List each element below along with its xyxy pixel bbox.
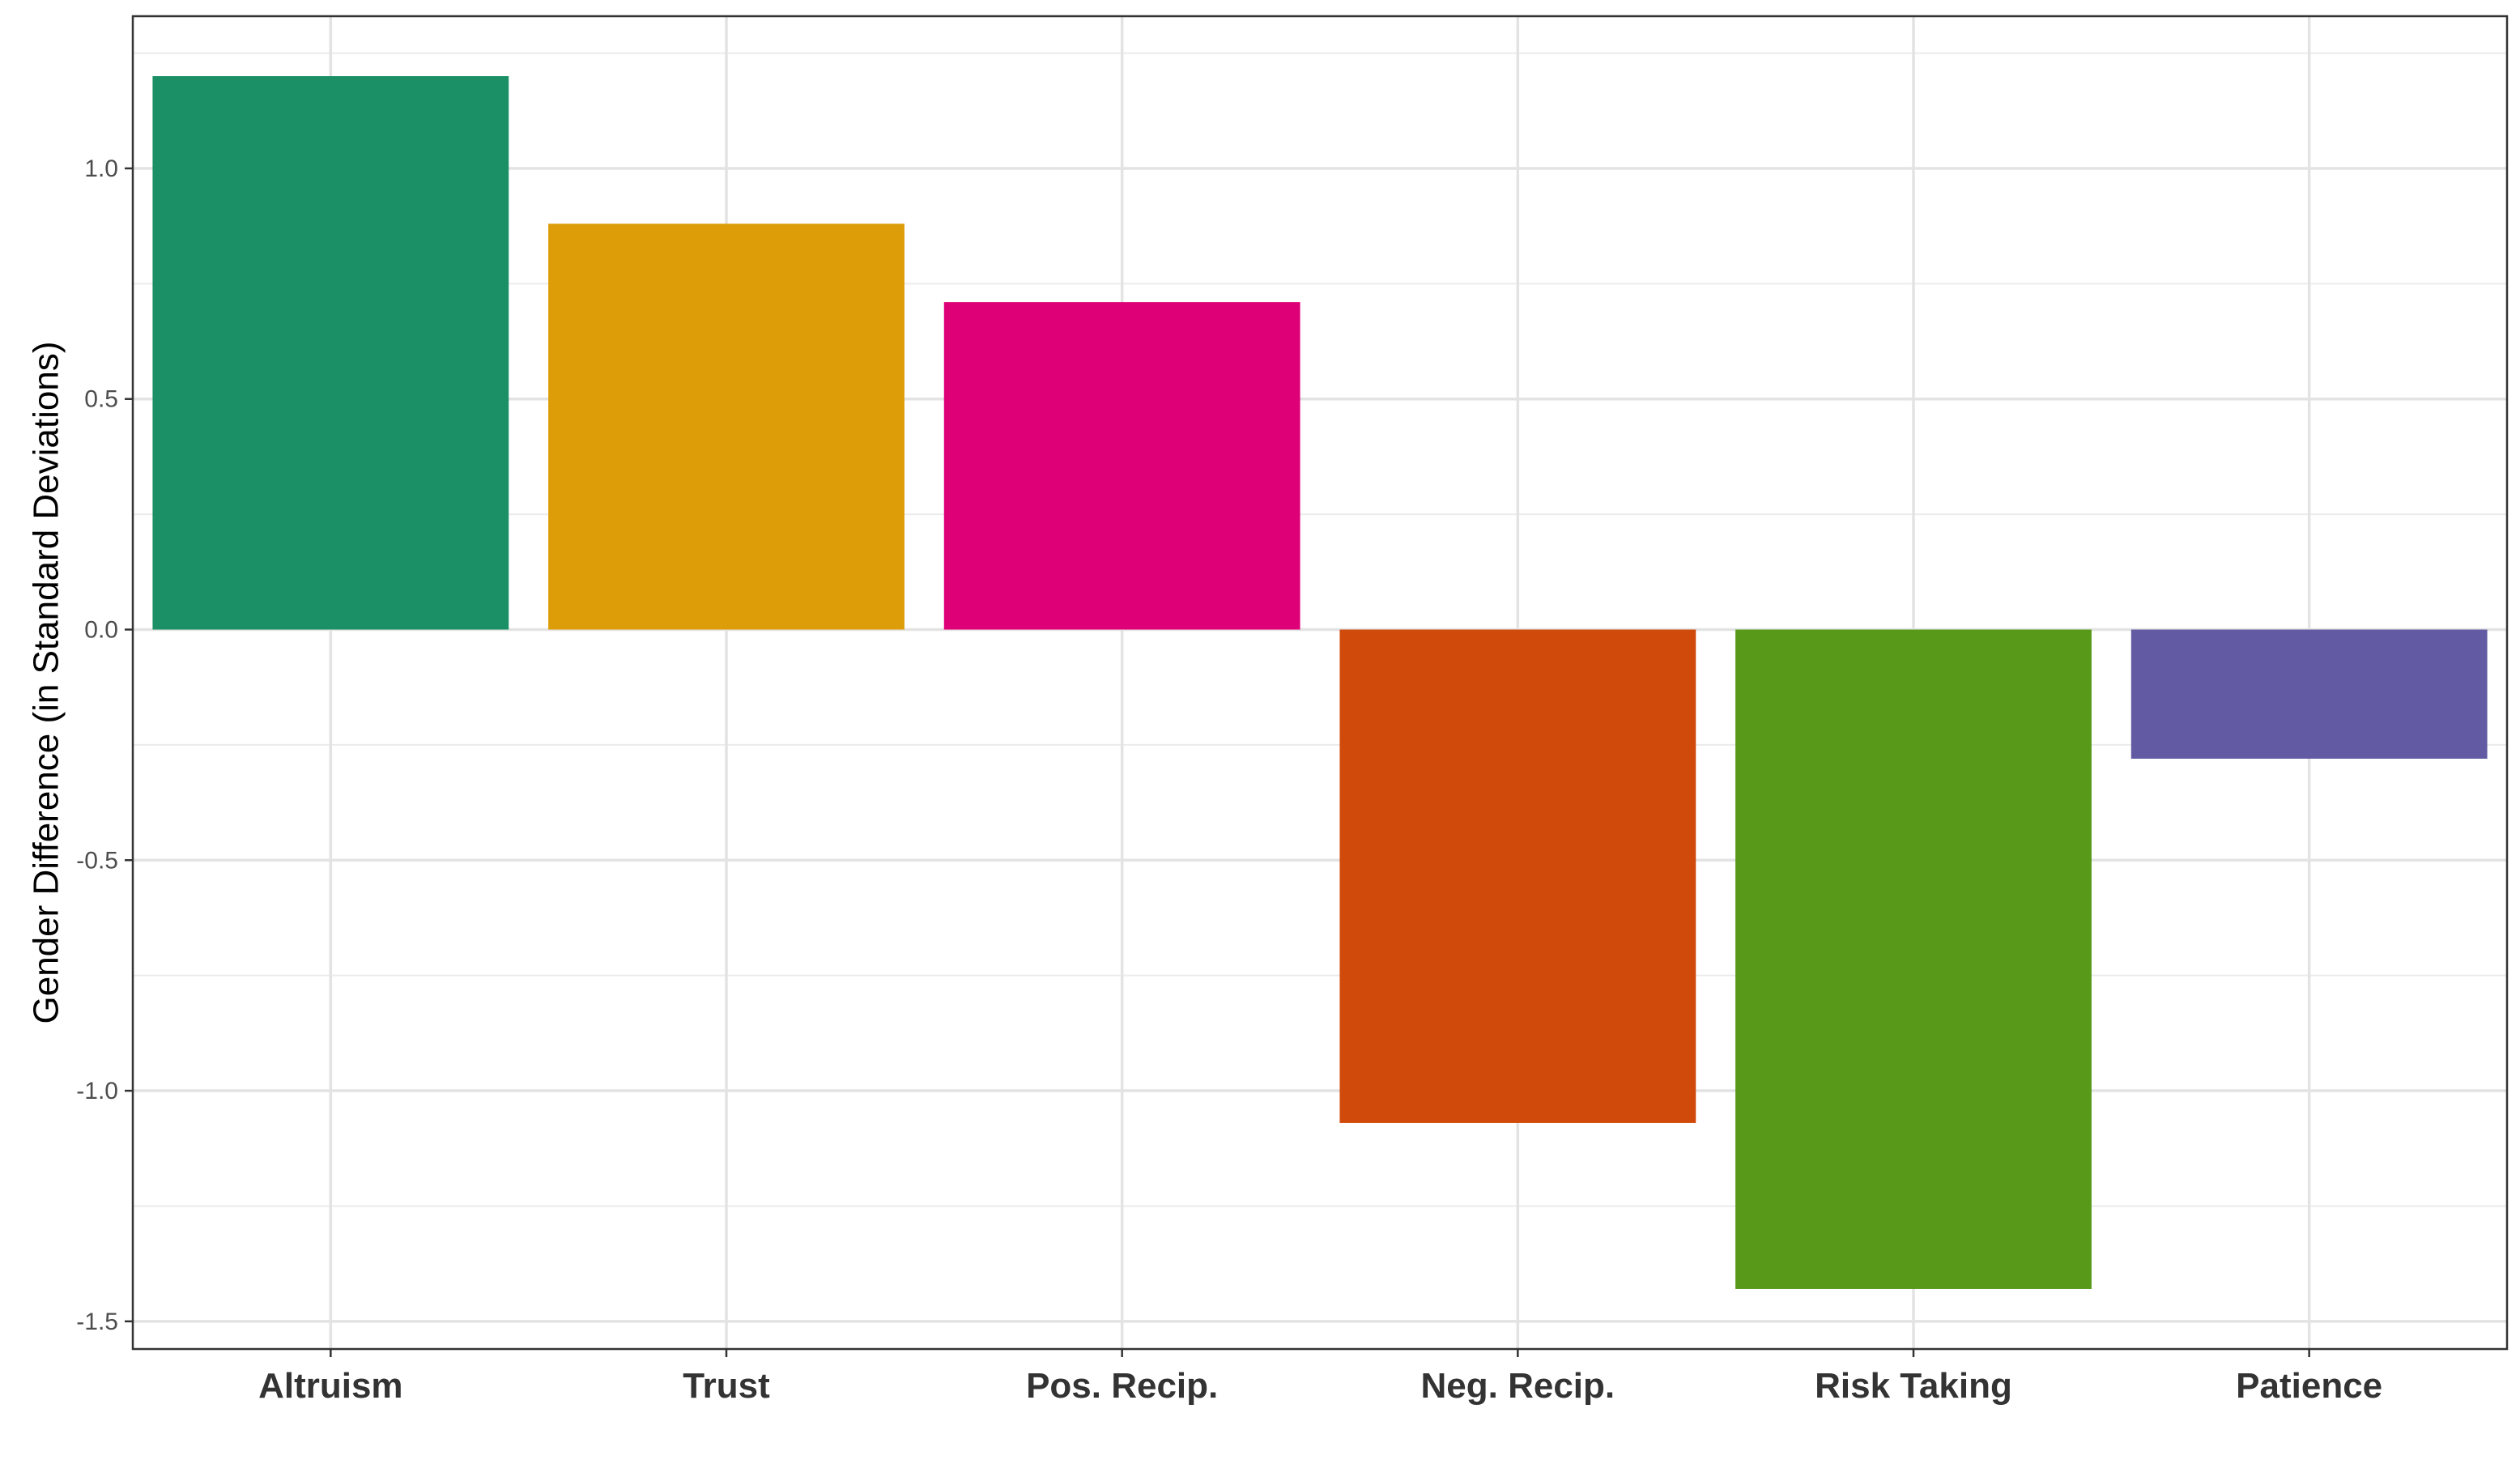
- x-tick-label: Neg. Recip.: [1421, 1366, 1615, 1406]
- bar-altruism: [152, 76, 509, 630]
- bar-neg-recip: [1339, 629, 1696, 1123]
- x-tick-label: Pos. Recip.: [1026, 1366, 1218, 1406]
- x-axis-ticks: Altruism Trust Pos. Recip. Neg. Recip. Risk …: [258, 1349, 2382, 1406]
- plot-panel-border: [131, 15, 2509, 1351]
- y-tick-label: -1.0: [76, 1078, 118, 1104]
- x-tick-label: Altruism: [258, 1366, 402, 1406]
- y-axis-title: Gender Difference (in Standard Deviation…: [26, 342, 66, 1024]
- bar-risk-taking: [1735, 629, 2092, 1289]
- bars: [152, 76, 2488, 1289]
- y-tick-label: 0.0: [84, 617, 118, 644]
- x-tick-label: Patience: [2236, 1366, 2382, 1406]
- gridlines: [133, 16, 2507, 1349]
- bar-pos-recip: [943, 302, 1300, 630]
- x-tick-label: Trust: [683, 1366, 770, 1406]
- y-tick-label: -0.5: [76, 847, 118, 874]
- y-axis-ticks: -1.5 -1.0 -0.5 0.0 0.5 1.0: [76, 155, 133, 1335]
- y-tick-label: -1.5: [76, 1309, 118, 1335]
- bar-patience: [2131, 629, 2488, 759]
- y-tick-label: 0.5: [84, 386, 118, 413]
- bar-trust: [548, 223, 905, 630]
- x-tick-label: Risk Taking: [1815, 1366, 2012, 1406]
- y-tick-label: 1.0: [84, 155, 118, 182]
